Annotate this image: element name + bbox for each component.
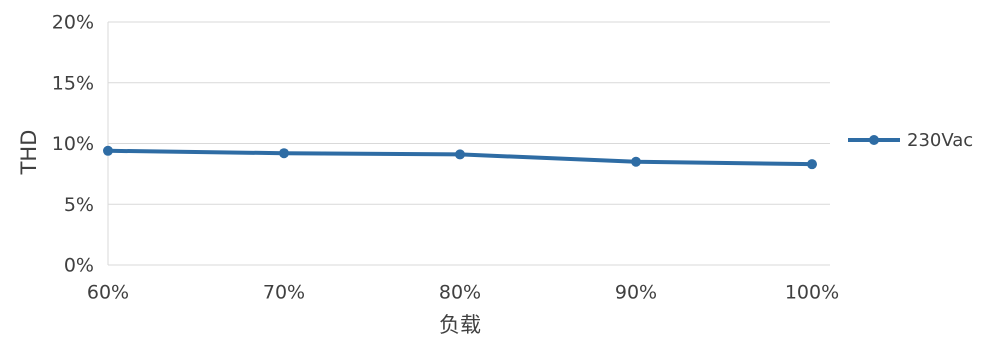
data-point-0-4 [807, 159, 817, 170]
gridlines [107, 21, 830, 266]
x-tick-label-2: 80% [439, 282, 481, 304]
y-tick-label-0: 0% [64, 255, 94, 277]
y-tick-label-5: 5% [64, 194, 94, 216]
data-point-0-2 [455, 149, 465, 160]
x-axis-title: 负载 [439, 313, 481, 337]
y-axis-ticks: 0% 5% 10% 15% 20% [52, 12, 94, 277]
x-tick-label-1: 70% [263, 282, 305, 304]
legend-label-230vac: 230Vac [907, 130, 973, 151]
legend-marker-230vac [869, 135, 879, 145]
y-axis-title: THD [17, 130, 41, 176]
x-tick-label-0: 60% [87, 282, 129, 304]
x-tick-label-4: 100% [785, 282, 839, 304]
y-tick-label-10: 10% [52, 133, 94, 155]
y-tick-label-15: 15% [52, 72, 94, 94]
series-layer [103, 145, 817, 170]
data-point-0-0 [103, 145, 113, 156]
y-tick-label-20: 20% [52, 12, 94, 34]
data-point-0-3 [631, 156, 641, 167]
legend: 230Vac [848, 130, 973, 151]
data-point-0-1 [279, 148, 289, 159]
x-tick-label-3: 90% [615, 282, 657, 304]
x-axis-ticks: 60% 70% 80% 90% 100% [87, 282, 839, 304]
